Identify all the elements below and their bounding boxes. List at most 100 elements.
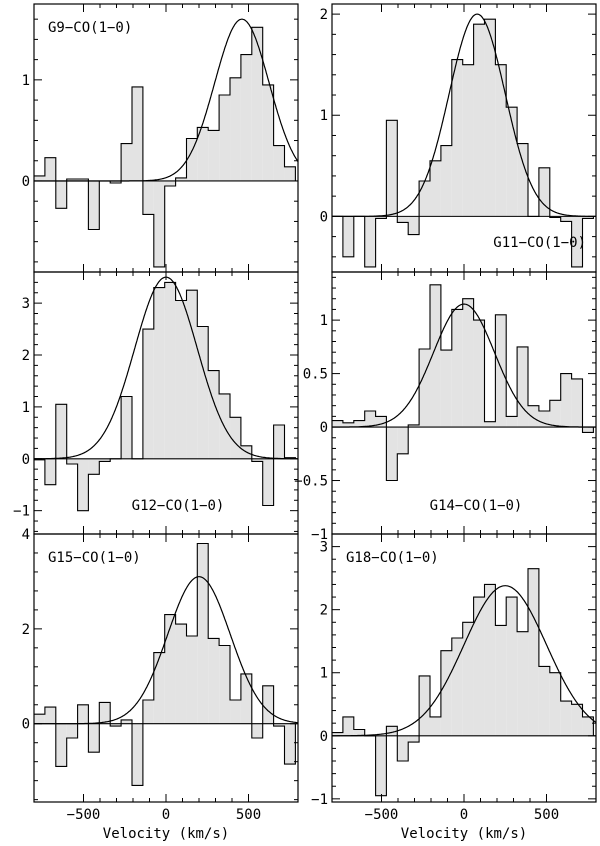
histogram-bin xyxy=(164,282,176,459)
histogram-bin xyxy=(121,143,133,181)
histogram-bin xyxy=(549,400,561,428)
y-tick-label: −0.5 xyxy=(294,474,328,490)
histogram-bin xyxy=(110,723,122,727)
histogram-bin xyxy=(451,59,463,217)
histogram-bin xyxy=(484,584,496,736)
histogram-bin xyxy=(451,309,463,428)
histogram-bin xyxy=(197,326,209,459)
y-tick-label: 2 xyxy=(22,622,30,638)
histogram-bin xyxy=(386,427,398,481)
histogram-bin xyxy=(175,300,187,459)
histogram-bin xyxy=(77,458,89,511)
histogram-outline xyxy=(332,284,594,482)
histogram-bin xyxy=(506,107,518,217)
histogram-bin xyxy=(186,290,198,459)
histogram-bin xyxy=(582,216,594,219)
y-tick-label: 2 xyxy=(22,348,30,364)
gaussian-fit-curve xyxy=(332,13,596,217)
y-tick-label: 2 xyxy=(320,603,328,619)
histogram-bin xyxy=(440,650,452,736)
histogram-bin xyxy=(219,645,231,724)
histogram-bin xyxy=(473,597,485,736)
histogram-bin xyxy=(538,411,550,428)
y-tick-label: 1 xyxy=(22,400,30,416)
histogram-bin xyxy=(560,701,572,736)
histogram-bin xyxy=(110,180,122,184)
histogram-bin xyxy=(55,723,67,767)
panel-label: G11−CO(1−0) xyxy=(493,235,586,251)
histogram-bin xyxy=(430,160,441,217)
histogram-bin xyxy=(34,175,45,181)
histogram-bin xyxy=(88,458,100,475)
histogram-bin xyxy=(375,416,387,428)
y-tick-label: 0 xyxy=(320,209,328,225)
histogram-bin xyxy=(484,421,496,428)
histogram-bin xyxy=(77,178,89,181)
y-tick-label: 3 xyxy=(22,296,30,312)
histogram-bin xyxy=(44,157,56,181)
histogram-bin xyxy=(219,95,231,181)
histogram-bin xyxy=(451,638,463,736)
spectrum-panel-6: −1 0 1 2 3 −500 0 500 G18−CO(1−0) Velocity (km/s) xyxy=(311,533,597,842)
histogram-bin xyxy=(473,320,485,428)
histogram-bin xyxy=(273,425,285,459)
histogram-bin xyxy=(560,373,572,428)
histogram-bin xyxy=(240,673,252,724)
histogram-bin xyxy=(560,216,572,222)
x-tick-label: 500 xyxy=(534,807,559,823)
y-tick-label: −1 xyxy=(311,792,328,808)
histogram-bin xyxy=(342,422,354,428)
panel-label: G18−CO(1−0) xyxy=(346,550,439,566)
histogram-bin xyxy=(353,420,365,428)
y-tick-label: 1 xyxy=(320,108,328,124)
histogram-bin xyxy=(506,416,518,428)
x-tick-label: −500 xyxy=(365,807,399,823)
histogram-bin xyxy=(230,77,241,181)
histogram-bin xyxy=(88,723,100,753)
histogram-bin xyxy=(55,180,67,209)
histogram-bin xyxy=(186,138,198,181)
histogram-bin xyxy=(262,685,274,724)
histogram-bin xyxy=(517,631,529,736)
histogram-bin xyxy=(386,120,398,217)
x-tick-label: −500 xyxy=(67,807,101,823)
histogram-bin xyxy=(582,716,594,736)
y-tick-label: 0 xyxy=(320,729,328,745)
histogram-bin xyxy=(408,216,420,235)
histogram-bin xyxy=(538,167,550,217)
gaussian-fit-curve xyxy=(34,576,298,725)
histogram-bin xyxy=(273,723,285,727)
histogram-bin xyxy=(175,177,187,181)
histogram-bin xyxy=(528,405,539,428)
y-tick-label: −1 xyxy=(311,527,328,543)
histogram-bin xyxy=(142,700,154,724)
y-tick-label: 3 xyxy=(320,540,328,556)
x-axis-title: Velocity (km/s) xyxy=(103,826,229,842)
histogram-bin xyxy=(538,666,550,736)
gaussian-fit-curve xyxy=(332,585,596,737)
histogram-bin xyxy=(273,145,285,181)
histogram-bin xyxy=(99,702,111,724)
y-tick-label: 0 xyxy=(320,420,328,436)
histogram-bin xyxy=(208,130,220,181)
spectrum-panel-5: 0 2 4 −500 0 500 G15−CO(1−0) Velocity (km/s) xyxy=(22,527,299,842)
y-tick-label: 4 xyxy=(22,527,30,543)
histogram-bin xyxy=(419,675,431,736)
x-axis-title: Velocity (km/s) xyxy=(401,826,527,842)
histogram-bin xyxy=(332,420,343,428)
histogram-bin xyxy=(473,24,485,217)
histogram-bin xyxy=(364,216,376,267)
histogram-bin xyxy=(164,614,176,724)
spectrum-panel-3: −1 0 1 2 3 G12−CO(1−0) xyxy=(13,271,299,535)
histogram-bin xyxy=(251,27,263,181)
histogram-bin xyxy=(419,348,431,428)
histogram-bin xyxy=(386,726,398,736)
histogram-bin xyxy=(397,216,409,223)
histogram-bin xyxy=(121,396,133,459)
histogram-bin xyxy=(462,64,474,217)
y-tick-label: 1 xyxy=(22,73,30,89)
histogram-bin xyxy=(375,735,387,796)
y-tick-label: 0.5 xyxy=(303,367,328,383)
histogram-bin xyxy=(506,597,518,736)
histogram-bin xyxy=(397,427,409,454)
